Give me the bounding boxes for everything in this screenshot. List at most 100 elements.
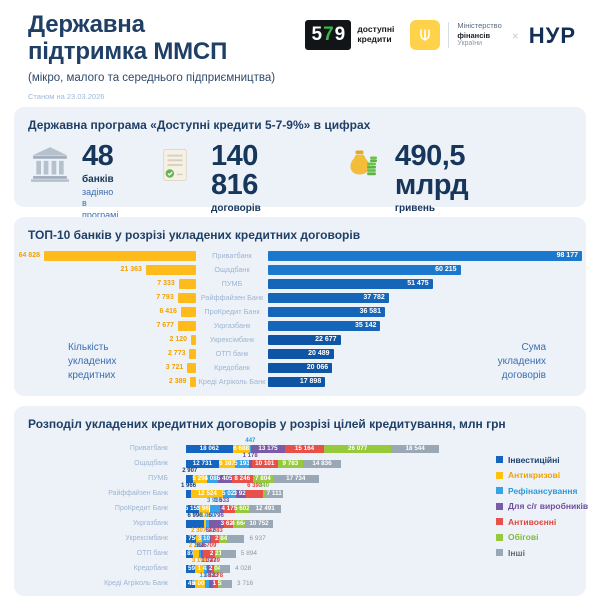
legend-item: Інші <box>496 548 588 558</box>
legend-swatch <box>496 456 503 464</box>
page-title: Державна підтримка ММСП <box>28 11 275 66</box>
segment-value-label: 4 709 <box>201 542 217 549</box>
sum-bar: 17 898 <box>268 376 326 387</box>
bank-label: Укргазбанк <box>213 320 251 330</box>
segment-value-label: 840 <box>258 482 269 489</box>
stacked-segment: 9 783 <box>277 459 303 468</box>
legend-swatch <box>496 533 503 541</box>
minfin-line3: України <box>457 40 483 47</box>
sum-axis-caption: Сума укладених договорів <box>498 341 546 383</box>
logo-nur: НУР <box>528 23 576 48</box>
count-bar <box>189 348 196 359</box>
stacked-segment <box>208 519 224 528</box>
stacked-segment <box>195 534 202 543</box>
stacked-segment: 12 524 <box>191 489 224 498</box>
legend-item: Рефінансування <box>496 486 588 496</box>
top10-banks-card: ТОП-10 банків у розрізі укладених кредит… <box>14 216 586 396</box>
count-caption-line2: укладених <box>68 355 117 367</box>
count-bar <box>177 292 196 303</box>
segment-value-label: 6 393 <box>247 482 263 489</box>
distribution-card: Розподіл укладених кредитних договорів у… <box>14 405 588 596</box>
stacked-segment: 3 927 <box>233 489 250 498</box>
dist-bank-label: ОТП банк <box>136 549 168 557</box>
stacked-segment: 1 536 <box>212 579 229 588</box>
legend-item: Антикризові <box>496 470 588 480</box>
page-title-line2: підтримка ММСП <box>28 37 228 65</box>
as-of-date: Станом на 23.03.2026 <box>28 91 105 101</box>
count-value-label: 6 416 <box>159 307 177 315</box>
x-separator: × <box>511 29 519 43</box>
count-caption-line1: Кількість <box>68 341 109 353</box>
legend-item: Антивоєнні <box>496 517 588 527</box>
stacked-segment: 5 155 <box>184 504 201 513</box>
page-title-line1: Державна <box>28 11 145 38</box>
count-value-label: 7 333 <box>157 279 175 287</box>
dist-bank-label: Кредобанк <box>133 564 168 572</box>
money-bag-icon <box>343 146 385 239</box>
bank-building-icon <box>30 146 72 239</box>
stacked-segment: 5 193 <box>234 459 250 468</box>
segment-value-label: 556 <box>194 542 205 549</box>
stacked-segment: 3 621 <box>220 519 237 528</box>
stacked-segment: 7 111 <box>265 489 284 498</box>
stacked-segment <box>248 459 252 468</box>
stacked-segment <box>186 519 205 528</box>
dist-bank-label: Креді Агріколь Банк <box>104 579 168 587</box>
segment-value-label: 1 633 <box>214 497 230 504</box>
stat-banks-caption: задіяно в програмі <box>82 187 121 222</box>
stacked-segment: 18 544 <box>391 444 440 453</box>
stacked-segment <box>186 474 194 483</box>
bank-label: ПроКредит Банк <box>204 306 260 316</box>
bank-label: Кредобанк <box>214 362 250 372</box>
segment-value-label: 2 307 <box>191 527 207 534</box>
logo-minfin: Міністерство фінансів України <box>410 20 502 50</box>
segment-value-label: 447 <box>245 437 256 444</box>
count-bar <box>180 306 196 317</box>
segment-value-label: 1 327 <box>201 557 217 564</box>
count-value-label: 21 363 <box>120 265 142 273</box>
bank-label: ОТП банк <box>215 348 249 358</box>
stacked-segment <box>195 564 204 573</box>
count-value-label: 2 389 <box>168 377 187 385</box>
stacked-segment <box>193 549 200 558</box>
stacked-segment: 5 405 <box>216 474 233 483</box>
stacked-segment: 2 213 <box>209 549 226 558</box>
stacked-segment <box>204 519 207 528</box>
legend-item: Обігові <box>496 532 588 542</box>
dist-bank-label: Укргазбанк <box>132 519 168 527</box>
stat-banks-caption2: в програмі <box>82 198 119 221</box>
sum-bar: 20 489 <box>268 348 334 359</box>
sum-bar: 22 677 <box>268 334 341 345</box>
count-bar <box>190 376 196 387</box>
stacked-segment: 3 597 <box>182 564 199 573</box>
stat-banks-text: 48 банків задіяно в програмі <box>82 141 121 239</box>
stacked-segment <box>219 504 224 513</box>
stacked-segment: 2 846 <box>215 534 231 543</box>
bank-label: Приватбанк <box>212 250 252 260</box>
stacked-segment: 4 173 <box>221 504 238 513</box>
stacked-segment: 15 164 <box>284 444 325 453</box>
segment-value-label: 876 <box>200 512 211 519</box>
stat-banks-unit: банків <box>82 173 114 185</box>
page-subtitle: (мікро, малого та середнього підприємниц… <box>28 71 276 84</box>
sum-bar: 37 782 <box>268 292 389 303</box>
dist-bank-label: Приватбанк <box>129 444 168 452</box>
legend-swatch <box>496 549 503 557</box>
579-logo-label: доступні кредити <box>357 24 394 45</box>
legend-label: Рефінансування <box>508 485 578 496</box>
dist-bank-label: ПроКредит Банк <box>114 504 168 512</box>
segment-value-label: 3 198 <box>191 557 207 564</box>
segment-value-label: 1 966 <box>181 482 197 489</box>
stacked-segment: 2 045 <box>209 564 225 573</box>
legend-item: Інвестиційні <box>496 455 588 465</box>
legend-swatch <box>496 471 503 479</box>
count-axis-caption: Кількість укладених кредитних <box>68 341 116 383</box>
segment-value-label: 1 439 <box>204 557 220 564</box>
legend-label: Антивоєнні <box>508 516 557 527</box>
stacked-segment <box>249 444 251 453</box>
segment-value-label: 1 178 <box>242 452 258 459</box>
stat-amount-unit: гривень <box>394 202 436 214</box>
